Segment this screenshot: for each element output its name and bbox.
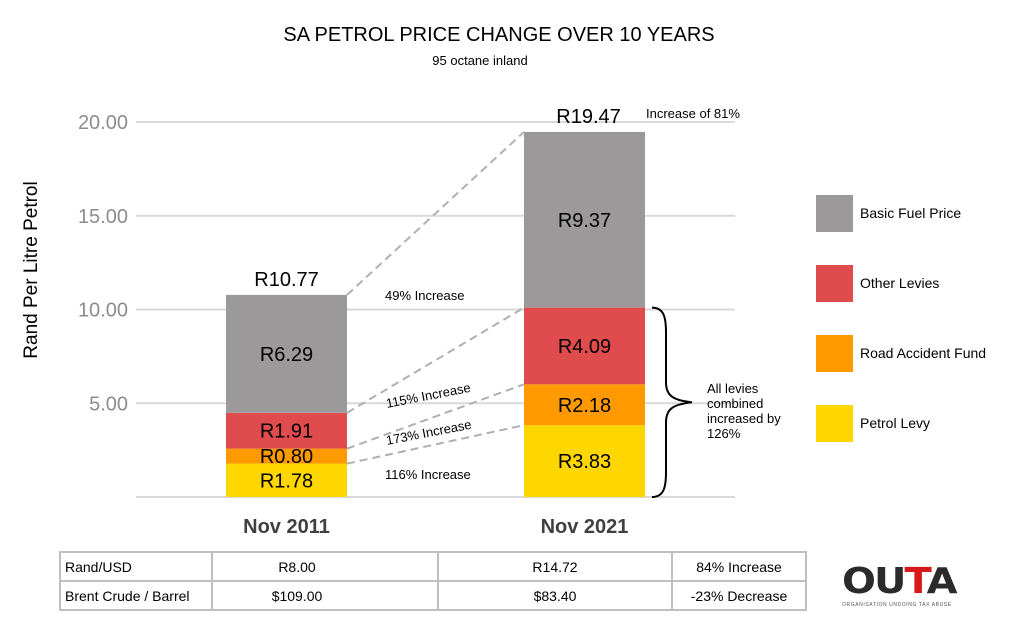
total-value-label: R10.77 — [254, 269, 319, 291]
logo-tagline: ORGANISATION UNDOING TAX ABUSE — [842, 602, 952, 608]
levies-note-line: 126% — [707, 426, 741, 441]
gridlines — [136, 121, 735, 498]
connector-line — [346, 131, 525, 296]
change-value: -23% Decrease — [671, 580, 807, 611]
bar-segment-road-accident-fund — [226, 448, 347, 464]
bar-segment-other-levies — [524, 307, 645, 385]
bar-segment-other-levies — [226, 412, 347, 449]
y-tick-label: 5.00 — [89, 393, 128, 415]
legend-swatch — [816, 405, 853, 442]
levies-brace — [651, 306, 693, 498]
legend-label: Petrol Levy — [860, 415, 930, 431]
value-2011: R8.00 — [211, 551, 439, 582]
value-2021: R14.72 — [437, 551, 673, 582]
y-tick-label: 15.00 — [78, 206, 128, 228]
category-label: Nov 2011 — [243, 516, 330, 538]
value-2011: $109.00 — [211, 580, 439, 611]
chart-title: SA PETROL PRICE CHANGE OVER 10 YEARS — [283, 24, 714, 46]
segment-value-label: R0.80 — [260, 446, 313, 468]
segment-value-label: R6.29 — [260, 344, 313, 366]
legend-swatch — [816, 265, 853, 302]
table-row: Brent Crude / Barrel $109.00 $83.40 -23%… — [59, 580, 807, 611]
connector-line — [346, 424, 525, 465]
total-value-label: R19.47 — [556, 106, 621, 128]
data-labels: R1.78 R3.83 R0.80 R2.18 R1.91 R4.09 R6.29 R9.37… — [254, 106, 621, 492]
connector-lines — [346, 131, 525, 465]
table-row: Rand/USD R8.00 R14.72 84% Increase — [59, 551, 807, 582]
outa-logo: OUTA ORGANISATION UNDOING TAX ABUSE — [842, 560, 987, 616]
category-labels: Nov 2011 Nov 2021 — [243, 516, 628, 538]
stats-table: Rand/USD R8.00 R14.72 84% Increase Brent… — [59, 551, 807, 611]
value-2021: $83.40 — [437, 580, 673, 611]
segment-value-label: R1.91 — [260, 421, 313, 443]
legend-swatch — [816, 195, 853, 232]
total-change-note: Increase of 81% — [646, 106, 740, 121]
levies-note-line: combined — [707, 396, 763, 411]
bar-segment-petrol-levy — [524, 425, 645, 497]
levies-note-line: All levies — [707, 381, 759, 396]
bars — [226, 131, 645, 497]
segment-change-note: 115% Increase — [385, 380, 472, 411]
bar-segment-basic-fuel-price — [524, 131, 645, 308]
legend-swatch — [816, 335, 853, 372]
segment-value-label: R4.09 — [558, 336, 611, 358]
row-label: Rand/USD — [59, 551, 213, 582]
bar-segment-road-accident-fund — [524, 384, 645, 426]
y-axis-ticks: 5.00 10.00 15.00 20.00 — [78, 112, 128, 415]
y-tick-label: 20.00 — [78, 112, 128, 134]
legend-label: Basic Fuel Price — [860, 205, 961, 221]
connector-line — [346, 383, 525, 450]
segment-value-label: R9.37 — [558, 210, 611, 232]
legend-label: Road Accident Fund — [860, 345, 986, 361]
chart-subtitle: 95 octane inland — [432, 53, 527, 68]
bar-segment-petrol-levy — [226, 463, 347, 497]
segment-change-note: 49% Increase — [385, 288, 465, 303]
segment-value-label: R1.78 — [260, 470, 313, 492]
segment-value-label: R2.18 — [558, 395, 611, 417]
bar-segment-basic-fuel-price — [226, 294, 347, 413]
legend: Basic Fuel Price Other Levies Road Acciden… — [816, 195, 986, 442]
y-axis-label: Rand Per Litre Petrol — [21, 181, 42, 358]
connector-line — [346, 306, 525, 414]
logo-wordmark: OUTA — [842, 560, 958, 602]
segment-value-label: R3.83 — [558, 451, 611, 473]
y-tick-label: 10.00 — [78, 300, 128, 322]
levies-note-line: increased by — [707, 411, 781, 426]
category-label: Nov 2021 — [541, 516, 629, 538]
change-value: 84% Increase — [671, 551, 807, 582]
legend-label: Other Levies — [860, 275, 939, 291]
segment-change-note: 173% Increase — [385, 417, 473, 448]
segment-change-note: 116% Increase — [385, 467, 471, 482]
row-label: Brent Crude / Barrel — [59, 580, 213, 611]
